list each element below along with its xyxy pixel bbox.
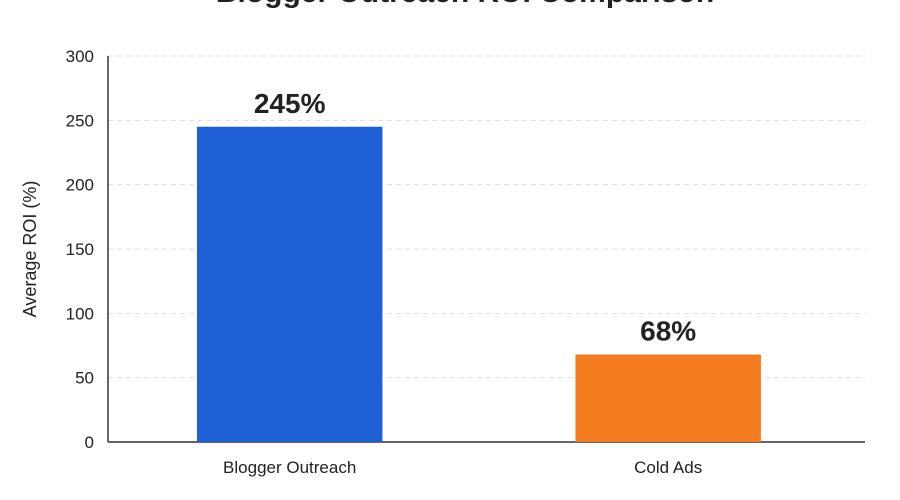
- data-label: 68%: [640, 316, 696, 347]
- y-tick-label: 300: [66, 47, 94, 66]
- bar: [575, 354, 761, 442]
- y-tick-label: 50: [75, 369, 94, 388]
- y-tick-label: 0: [85, 433, 94, 452]
- data-label: 245%: [254, 88, 326, 119]
- bar: [196, 126, 383, 443]
- y-axis-label: Average ROI (%): [20, 181, 40, 318]
- y-tick-label: 150: [66, 240, 94, 259]
- chart-title: Blogger Outreach ROI Comparison: [216, 0, 714, 9]
- x-tick-label: Cold Ads: [634, 458, 702, 477]
- y-tick-label: 100: [66, 304, 94, 323]
- y-tick-label: 200: [66, 176, 94, 195]
- y-tick-label: 250: [66, 111, 94, 130]
- x-tick-label: Blogger Outreach: [223, 458, 356, 477]
